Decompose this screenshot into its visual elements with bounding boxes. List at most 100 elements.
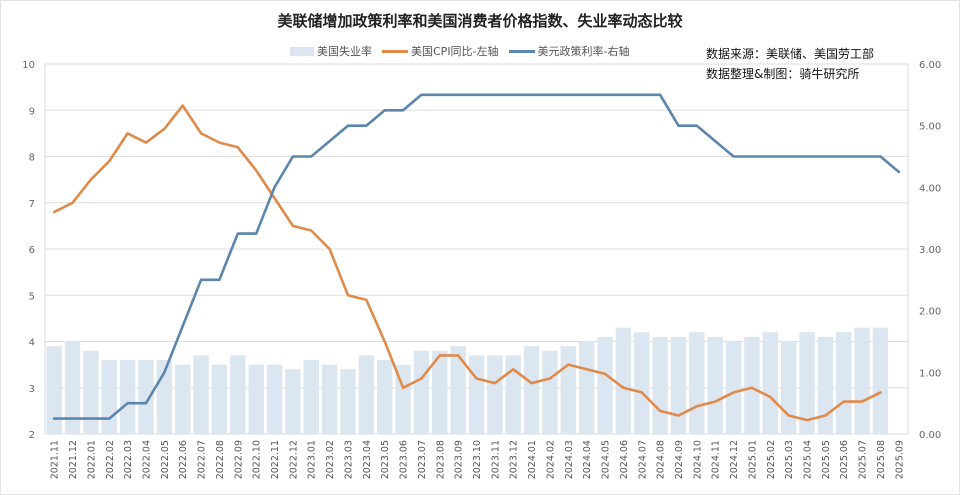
x-axis-tick: 2024.02 — [545, 440, 556, 479]
x-axis-tick: 2023.09 — [454, 440, 465, 479]
unemployment-bar — [542, 350, 558, 434]
right-axis-tick: 3.00 — [919, 245, 941, 256]
unemployment-bar — [450, 346, 466, 434]
x-axis-tick: 2024.09 — [674, 440, 685, 479]
unemployment-bar — [560, 346, 577, 434]
right-axis-tick: 2.00 — [919, 307, 941, 318]
left-axis-tick: 4 — [29, 338, 35, 349]
left-axis-tick: 8 — [29, 153, 35, 164]
x-axis-tick: 2022.05 — [160, 440, 171, 479]
x-axis-tick: 2023.07 — [417, 440, 428, 479]
legend-label: 美国失业率 — [317, 45, 372, 58]
legend-item-cpi[interactable]: 美国CPI同比-左轴 — [382, 43, 499, 59]
unemployment-bar — [358, 355, 375, 434]
x-axis-tick: 2025.03 — [784, 440, 795, 479]
unemployment-bar — [193, 355, 209, 434]
x-axis-tick: 2025.01 — [747, 440, 758, 479]
x-axis-tick: 2025.05 — [821, 440, 832, 479]
legend: 美国失业率 美国CPI同比-左轴 美元政策利率-右轴 — [290, 43, 634, 59]
x-axis-tick: 2023.03 — [343, 440, 354, 479]
x-axis-tick: 2025.07 — [858, 440, 869, 479]
x-axis-tick: 2024.03 — [564, 440, 575, 479]
x-axis-tick: 2025.02 — [766, 440, 777, 479]
cpi-line — [52, 104, 882, 422]
x-axis-tick: 2024.06 — [619, 440, 630, 479]
right-axis-tick: 0.00 — [919, 430, 941, 441]
x-axis-tick: 2023.12 — [509, 440, 520, 479]
unemployment-bar — [725, 341, 742, 434]
right-axis-tick: 6.00 — [919, 60, 941, 71]
unemployment-bar — [523, 346, 540, 434]
x-axis-tick: 2024.11 — [711, 440, 722, 479]
x-axis-tick: 2024.04 — [582, 440, 593, 479]
legend-item-unemployment[interactable]: 美国失业率 — [290, 43, 372, 59]
legend-item-policy-rate[interactable]: 美元政策利率-右轴 — [508, 43, 630, 59]
unemployment-bar — [854, 327, 870, 434]
unemployment-bar — [468, 355, 485, 434]
unemployment-bar — [303, 360, 319, 434]
x-axis-tick: 2022.10 — [252, 440, 263, 479]
x-axis-tick: 2023.04 — [362, 440, 373, 479]
x-axis-tick: 2024.10 — [692, 440, 703, 479]
unemployment-bar — [817, 336, 834, 434]
x-axis-tick: 2023.01 — [307, 440, 318, 479]
unemployment-bar — [175, 364, 191, 434]
bar-swatch-icon — [290, 46, 314, 56]
unemployment-bar — [744, 336, 760, 434]
x-axis-tick: 2024.07 — [637, 440, 648, 479]
left-axis-tick: 7 — [29, 199, 35, 210]
unemployment-bar — [119, 360, 136, 434]
x-axis-tick: 2023.02 — [325, 440, 336, 479]
legend-label: 美元政策利率-右轴 — [537, 45, 630, 58]
x-axis-tick: 2022.04 — [141, 440, 152, 479]
x-axis-tick: 2022.08 — [215, 440, 226, 479]
x-axis-tick: 2021.12 — [68, 440, 79, 479]
x-axis-tick: 2022.02 — [105, 440, 116, 479]
unemployment-bar — [836, 332, 852, 434]
unemployment-bar — [597, 336, 613, 434]
x-axis-tick: 2022.12 — [288, 440, 299, 479]
x-axis-tick: 2022.06 — [178, 440, 189, 479]
x-axis-tick: 2022.11 — [270, 440, 281, 479]
unemployment-bar — [432, 350, 448, 434]
x-axis-tick: 2024.12 — [729, 440, 740, 479]
x-axis-tick: 2022.01 — [86, 440, 97, 479]
unemployment-bar — [266, 364, 283, 434]
left-axis-tick: 9 — [29, 106, 35, 117]
unemployment-bar — [340, 369, 356, 434]
line-swatch-icon — [382, 49, 408, 53]
unemployment-bar — [321, 364, 338, 434]
left-axis-tick: 6 — [29, 245, 35, 256]
left-axis-tick: 5 — [29, 291, 35, 302]
x-axis-tick: 2022.09 — [233, 440, 244, 479]
unemployment-bar — [652, 336, 668, 434]
x-axis-tick: 2022.07 — [197, 440, 208, 479]
unemployment-bar — [487, 355, 503, 434]
x-axis-tick: 2023.10 — [472, 440, 483, 479]
policy-rate-line — [52, 93, 901, 420]
x-axis-tick: 2023.05 — [380, 440, 391, 479]
source-note: 数据来源：美联储、美国劳工部 数据整理&制图：骑牛研究所 — [706, 44, 874, 84]
unemployment-bar — [395, 364, 411, 434]
unemployment-bar — [615, 327, 632, 434]
x-axis-tick: 2025.06 — [839, 440, 850, 479]
source-line-2: 数据整理&制图：骑牛研究所 — [706, 67, 860, 81]
unemployment-bar — [285, 369, 301, 434]
left-axis-tick: 2 — [29, 430, 35, 441]
unemployment-bar — [376, 360, 393, 434]
x-axis-tick: 2022.03 — [123, 440, 134, 479]
unemployment-bar — [634, 332, 650, 434]
x-axis-tick: 2023.08 — [435, 440, 446, 479]
unemployment-bar — [64, 341, 81, 434]
unemployment-bar — [780, 341, 797, 434]
unemployment-bar — [101, 360, 117, 434]
source-line-1: 数据来源：美联储、美国劳工部 — [706, 47, 875, 61]
line-swatch-icon — [508, 49, 535, 53]
unemployment-bar — [762, 332, 778, 434]
x-axis-tick: 2024.01 — [527, 440, 538, 479]
x-axis-tick: 2025.08 — [876, 440, 887, 479]
legend-label: 美国CPI同比-左轴 — [411, 45, 499, 58]
unemployment-bar — [707, 336, 723, 434]
x-axis-tick: 2024.08 — [656, 440, 667, 479]
unemployment-bar — [578, 341, 595, 434]
